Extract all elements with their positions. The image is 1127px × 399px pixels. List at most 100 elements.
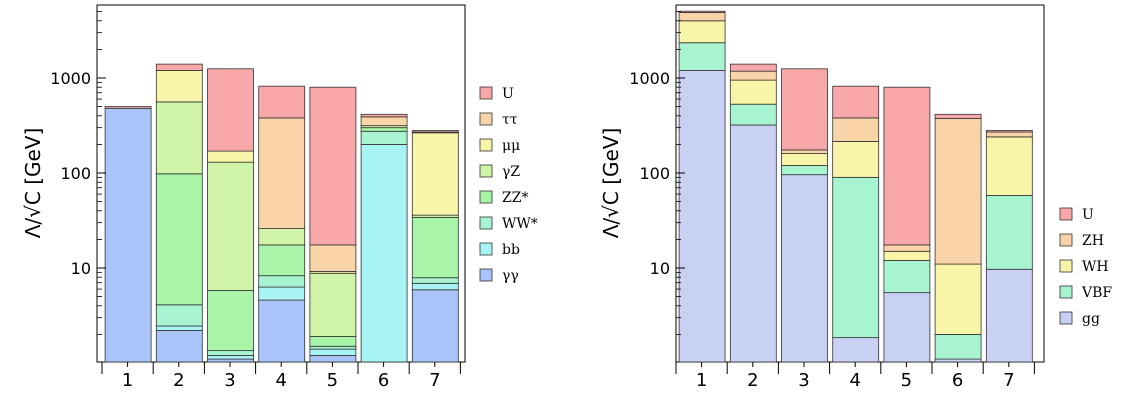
bar-segment-x-cat-4 xyxy=(258,117,306,229)
bar-segment-bb-cat-6 xyxy=(360,144,408,363)
bar-segment-u-cat-3 xyxy=(781,68,828,151)
bar-segment-wh-cat-3 xyxy=(781,153,828,166)
bar-segment-x-cat-5 xyxy=(309,244,357,272)
bar-segment-vbf-cat-1 xyxy=(678,42,726,71)
bar-segment-x-cat-2 xyxy=(155,330,203,363)
legend: Uττ μμ γZ ZZ* WW* bb γγ xyxy=(479,86,538,284)
bar-segment-wh-cat-5 xyxy=(883,250,931,261)
bar-segment-u-cat-1 xyxy=(678,10,726,13)
x-tick-label-7: 7 xyxy=(1003,370,1014,391)
legend-swatch-gg xyxy=(1059,311,1073,325)
y-tick-label: 100 xyxy=(639,164,670,183)
x-tick-label-4: 4 xyxy=(849,370,860,391)
legend-swatch-ww xyxy=(479,216,493,230)
chart-panel-2: 10 100 1000 1 2 3 4 5 6 7 Λ/√C [GeV] U ZH WH VBF gg xyxy=(599,4,1112,391)
bar-segment-vbf-cat-3 xyxy=(781,165,828,176)
x-tick-label-5: 5 xyxy=(327,370,338,391)
bar-segment-zz-cat-7 xyxy=(411,217,459,279)
bar-segment-zh-cat-2 xyxy=(729,70,777,81)
bar-segment-bb-cat-5 xyxy=(309,348,357,356)
y-tick-label: 100 xyxy=(60,164,91,183)
legend-label-wh: WH xyxy=(1082,259,1109,275)
bar-segment-u-cat-7 xyxy=(411,130,459,133)
bar-segment-x-cat-5 xyxy=(309,355,357,363)
legend-label-ww: WW* xyxy=(502,216,538,232)
bar-segment-x-cat-2 xyxy=(155,70,203,103)
y-tick-label: 1000 xyxy=(629,69,670,88)
x-tick-label-6: 6 xyxy=(952,370,963,391)
x-tick-label-7: 7 xyxy=(429,370,440,391)
bar-segment-gg-cat-6 xyxy=(934,358,982,363)
y-tick-label: 10 xyxy=(650,259,670,278)
legend-label-zz: ZZ* xyxy=(502,190,528,206)
legend: U ZH WH VBF gg xyxy=(1059,207,1112,327)
y-axis-label: Λ/√C [GeV] xyxy=(21,128,45,239)
chart-panel-1: 10 100 1000 1 2 3 4 5 6 7 Λ/√C [GeV] Uττ μμ γZ ZZ* WW* b… xyxy=(21,4,538,391)
legend-swatch-zz xyxy=(479,190,493,204)
bar-segment-gg-cat-5 xyxy=(883,292,931,363)
bar-segment-u-cat-1 xyxy=(104,106,152,109)
bar-segment-zh-cat-6 xyxy=(934,118,982,265)
bar-segment-gg-cat-4 xyxy=(832,337,880,363)
bar-segment-bb-cat-2 xyxy=(155,325,203,331)
bar-segment-gg-cat-7 xyxy=(985,268,1033,363)
x-tick-label-6: 6 xyxy=(378,370,389,391)
bar-segment-u-cat-2 xyxy=(155,63,203,71)
bar-segment-zh-cat-4 xyxy=(832,117,880,142)
bar-segment-zz-cat-3 xyxy=(207,290,254,352)
bar-segment-vbf-cat-5 xyxy=(883,260,931,294)
bar-segment-x-cat-4 xyxy=(258,299,306,363)
bar-segment-zz-cat-5 xyxy=(309,336,357,347)
legend-label-gg: gg xyxy=(1082,311,1100,327)
bar-segment-zh-cat-5 xyxy=(883,244,931,252)
legend-label-z: γZ xyxy=(502,164,520,180)
bar-segment-ww-cat-6 xyxy=(360,130,408,145)
bar-segment-ww-cat-2 xyxy=(155,304,203,327)
bar-segment-wh-cat-4 xyxy=(832,141,880,178)
x-tick-label-1: 1 xyxy=(122,370,133,391)
bar-segment-u-cat-6 xyxy=(360,113,408,118)
bar-segment-ww-cat-4 xyxy=(258,275,306,288)
bar-segment-zh-cat-7 xyxy=(985,131,1033,138)
legend-label-zh: ZH xyxy=(1082,233,1104,249)
bar-segment-u-cat-3 xyxy=(207,68,254,152)
bar-segment-z-cat-3 xyxy=(207,161,254,291)
legend-label-x: ττ xyxy=(502,112,518,128)
bar-segment-ww-cat-3 xyxy=(207,350,254,356)
x-tick-label-3: 3 xyxy=(798,370,809,391)
bar-segment-z-cat-4 xyxy=(258,228,306,246)
legend-swatch-x xyxy=(479,112,493,126)
legend-swatch-x xyxy=(479,268,493,282)
legend-label-vbf: VBF xyxy=(1081,285,1112,301)
bar-segment-u-cat-5 xyxy=(309,86,357,246)
bar-segment-z-cat-5 xyxy=(309,272,357,337)
bar-segment-bb-cat-3 xyxy=(207,355,254,360)
bar-segment-x-cat-3 xyxy=(207,150,254,163)
bar-segment-u-cat-5 xyxy=(883,86,931,246)
bar-segment-vbf-cat-4 xyxy=(832,176,880,339)
x-tick-label-4: 4 xyxy=(275,370,286,391)
x-tick-label-3: 3 xyxy=(224,370,235,391)
bar-segment-x-cat-3 xyxy=(207,358,254,363)
bar-segment-wh-cat-2 xyxy=(729,79,777,105)
legend-swatch-u xyxy=(1059,207,1073,221)
bar-segment-x-cat-7 xyxy=(411,289,459,363)
legend-swatch-wh xyxy=(1059,259,1073,273)
bar-segment-vbf-cat-6 xyxy=(934,334,982,360)
bar-segment-wh-cat-1 xyxy=(678,20,726,44)
bar-segment-x-cat-1 xyxy=(104,107,152,363)
legend-label-bb: bb xyxy=(502,242,520,258)
bar-segment-gg-cat-1 xyxy=(678,70,726,363)
bar-segment-u-cat-2 xyxy=(729,63,777,72)
bar-segment-zz-cat-6 xyxy=(360,127,408,132)
legend-swatch-zh xyxy=(1059,233,1073,247)
bar-segment-u-cat-4 xyxy=(258,85,306,119)
bar-segment-vbf-cat-7 xyxy=(985,195,1033,270)
legend-label-u: U xyxy=(502,86,514,102)
y-tick-label: 1000 xyxy=(50,69,91,88)
legend-swatch-x xyxy=(479,138,493,152)
bar-segment-wh-cat-6 xyxy=(934,263,982,335)
legend-swatch-bb xyxy=(479,242,493,256)
bar-segment-bb-cat-4 xyxy=(258,286,306,301)
